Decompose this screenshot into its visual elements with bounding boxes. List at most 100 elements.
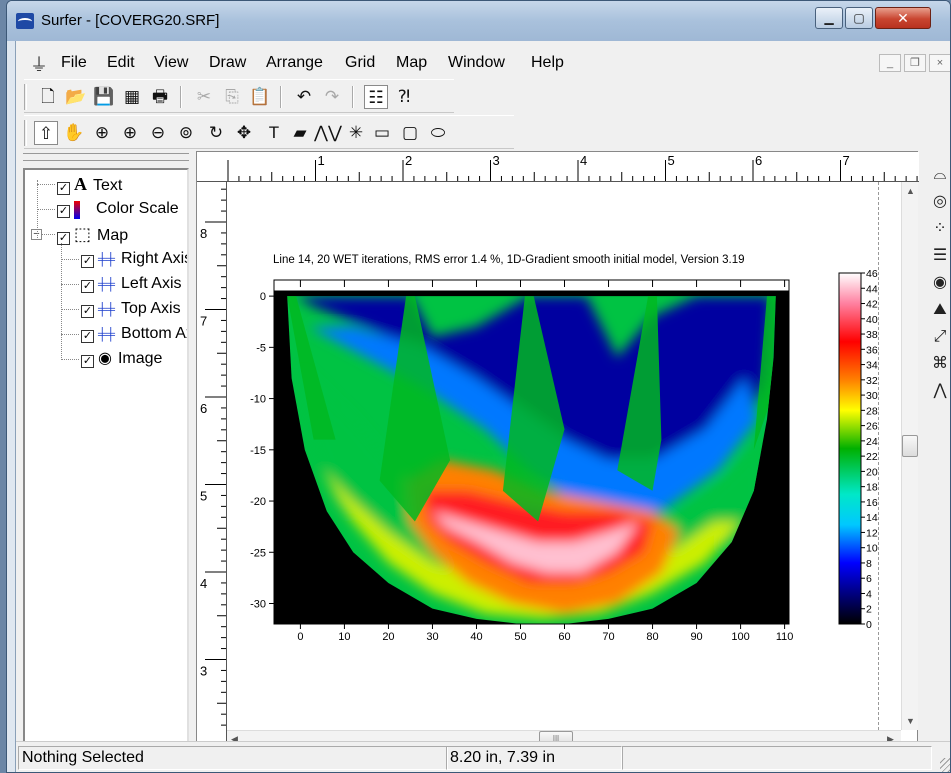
worksheet-icon[interactable]: ▦ xyxy=(123,87,141,106)
color-scale-label: 38 xyxy=(866,329,878,341)
visibility-checkbox[interactable]: ✓ xyxy=(57,205,70,218)
menu-arrange[interactable]: Arrange xyxy=(266,54,323,71)
tomography-chart[interactable]: Line 14, 20 WET iterations, RMS error 1.… xyxy=(228,183,900,711)
resize-grip[interactable] xyxy=(940,758,950,772)
visibility-checkbox[interactable]: ✓ xyxy=(81,355,94,368)
toolbar-separator xyxy=(280,86,282,108)
open-icon[interactable]: 📂 xyxy=(65,87,87,106)
collapse-toggle[interactable]: − xyxy=(31,229,42,240)
tree-item[interactable]: ✓ ⬚ Map xyxy=(57,222,128,246)
close-button[interactable]: ✕ xyxy=(875,7,931,29)
tree-item[interactable]: ✓ ╪╪ Bottom Axis xyxy=(81,322,187,346)
paste-icon[interactable]: 📋 xyxy=(249,87,271,106)
image-map-icon[interactable]: ◉ xyxy=(933,274,947,291)
toolbar-grip[interactable] xyxy=(24,120,27,146)
print-icon[interactable]: 🖶 xyxy=(151,87,169,106)
color-scale-bar[interactable] xyxy=(838,272,862,625)
context-help-icon[interactable]: ⁈ xyxy=(397,87,411,106)
page-margin-line xyxy=(878,182,879,730)
visibility-checkbox[interactable]: ✓ xyxy=(81,280,94,293)
zoom-rect-icon[interactable]: ⊕ xyxy=(94,123,110,142)
surfer-app-icon[interactable] xyxy=(16,13,34,29)
visibility-checkbox[interactable]: ✓ xyxy=(81,305,94,318)
menu-edit[interactable]: Edit xyxy=(107,54,135,71)
rotate-icon[interactable]: ↻ xyxy=(208,123,224,142)
menu-help[interactable]: Help xyxy=(531,54,564,71)
menu-window[interactable]: Window xyxy=(448,54,505,71)
zoom-fit-icon[interactable]: ⊚ xyxy=(178,123,194,142)
scroll-right-arrow[interactable]: ▶ xyxy=(887,734,894,744)
minimize-button[interactable]: ▁ xyxy=(815,7,843,29)
base-map-icon[interactable]: ⌓ xyxy=(933,166,947,183)
ruler-label: 7 xyxy=(843,153,850,168)
menu-file[interactable]: File xyxy=(61,54,87,71)
panel-grip[interactable] xyxy=(23,153,189,161)
mdi-restore-button[interactable]: ❐ xyxy=(904,54,926,72)
select-arrow-icon[interactable]: ⇧ xyxy=(34,121,58,145)
color-scale-label: 0 xyxy=(866,619,872,631)
mdi-close-button[interactable]: × xyxy=(929,54,950,72)
redo-icon[interactable]: ↷ xyxy=(324,87,340,106)
trackball-icon[interactable]: ✥ xyxy=(236,123,252,142)
menu-view[interactable]: View xyxy=(154,54,189,71)
menu-draw[interactable]: Draw xyxy=(209,54,247,71)
tree-connector xyxy=(61,259,79,260)
menu-grid[interactable]: Grid xyxy=(345,54,376,71)
x-tick-label: 60 xyxy=(558,631,570,643)
color-scale-label: 6 xyxy=(866,573,872,585)
polygon-tool-icon[interactable]: ▰ xyxy=(293,123,307,142)
mdi-minimize-button[interactable]: _ xyxy=(879,54,901,72)
polyline-tool-icon[interactable]: ⋀⋁ xyxy=(314,123,342,142)
visibility-checkbox[interactable]: ✓ xyxy=(57,232,70,245)
save-icon[interactable]: 💾 xyxy=(93,87,115,106)
rectangle-tool-icon[interactable]: ▭ xyxy=(373,123,391,142)
tree-item-label: Text xyxy=(93,177,123,194)
map-toolbar: ⌓ ◎ ⁘ ☰ ◉ ⛰ ⤢ ⌘ ⋀ xyxy=(926,151,950,471)
cut-icon[interactable]: ✂ xyxy=(196,87,212,106)
post-map-icon[interactable]: ⁘ xyxy=(933,220,947,237)
tree-item[interactable]: ✓ ▮ Color Scale xyxy=(57,197,179,221)
visibility-checkbox[interactable]: ✓ xyxy=(57,182,70,195)
wireframe-icon[interactable]: ⌘ xyxy=(932,355,948,372)
visibility-checkbox[interactable]: ✓ xyxy=(81,330,94,343)
vector-map-icon[interactable]: ⤢ xyxy=(933,328,947,345)
tree-item[interactable]: ✓ ╪╪ Top Axis xyxy=(81,297,181,321)
rounded-rect-tool-icon[interactable]: ▢ xyxy=(401,123,419,142)
new-icon[interactable]: 🗋 xyxy=(41,87,55,106)
scroll-up-arrow[interactable]: ▲ xyxy=(906,186,915,196)
x-tick-label: 70 xyxy=(602,631,614,643)
title-bar[interactable]: Surfer - [COVERG20.SRF] ▁ ▢ ✕ xyxy=(7,1,950,41)
tree-item[interactable]: ✓ ◉ Image xyxy=(81,347,162,371)
text-tool-icon[interactable]: T xyxy=(268,123,280,142)
object-manager-icon[interactable]: ☷ xyxy=(364,85,388,109)
vertical-scroll-thumb[interactable] xyxy=(902,435,918,457)
y-tick-label: 0 xyxy=(260,291,266,303)
object-manager-tree[interactable]: ✓ A Text ✓ ▮ Color Scale ✓ ⬚ Map − ✓ ╪╪ Right Axis ✓ ╪… xyxy=(23,168,189,750)
copy-icon[interactable]: ⎘ xyxy=(225,87,239,106)
tree-item[interactable]: ✓ ╪╪ Right Axis xyxy=(81,247,187,271)
menu-bar: ⏚ File Edit View Draw Arrange Grid Map W… xyxy=(16,50,950,75)
zoom-out-icon[interactable]: ⊖ xyxy=(150,123,166,142)
surface-icon[interactable]: ⋀ xyxy=(933,382,947,399)
toolbar-grip[interactable] xyxy=(24,84,27,110)
color-scale-label: 44 xyxy=(866,283,878,295)
x-tick-label: 0 xyxy=(297,631,303,643)
menu-map[interactable]: Map xyxy=(396,54,428,71)
scroll-down-arrow[interactable]: ▼ xyxy=(906,716,915,726)
zoom-in-icon[interactable]: ⊕ xyxy=(122,123,138,142)
tree-item[interactable]: ✓ A Text xyxy=(57,172,122,196)
document-icon[interactable]: ⏚ xyxy=(30,55,48,75)
vertical-scrollbar[interactable]: ▲ ▼ xyxy=(901,182,918,730)
undo-icon[interactable]: ↶ xyxy=(296,87,312,106)
plot-page[interactable]: Line 14, 20 WET iterations, RMS error 1.… xyxy=(228,183,900,711)
shaded-relief-icon[interactable]: ⛰ xyxy=(933,301,947,318)
symbol-tool-icon[interactable]: ✳ xyxy=(348,123,364,142)
tree-item[interactable]: ✓ ╪╪ Left Axis xyxy=(81,272,182,296)
ellipse-tool-icon[interactable]: ⬭ xyxy=(430,123,446,142)
visibility-checkbox[interactable]: ✓ xyxy=(81,255,94,268)
pan-hand-icon[interactable]: ✋ xyxy=(63,123,85,142)
scroll-left-arrow[interactable]: ◀ xyxy=(231,734,238,744)
maximize-button[interactable]: ▢ xyxy=(845,7,873,29)
contour-map-icon[interactable]: ◎ xyxy=(933,193,947,210)
classed-post-icon[interactable]: ☰ xyxy=(932,247,948,264)
